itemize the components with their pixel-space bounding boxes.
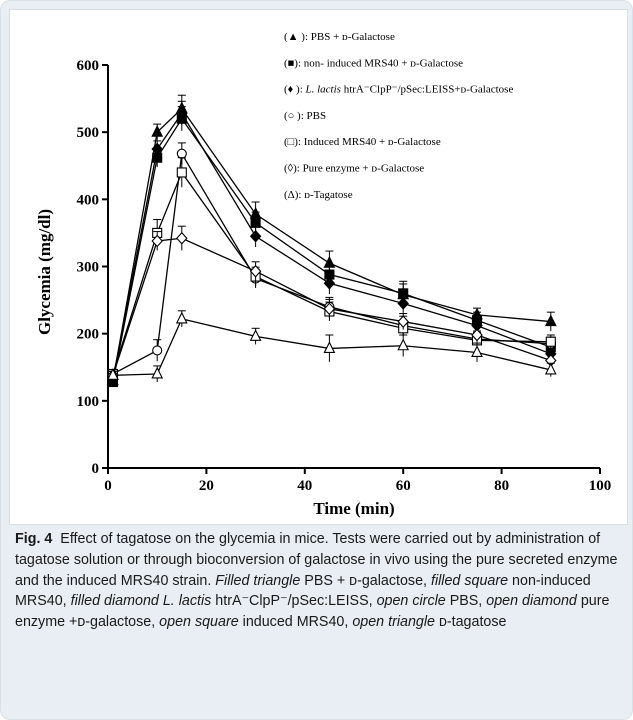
legend-text: (Δ):: [284, 189, 304, 201]
data-point-filled-diamond: [249, 229, 262, 243]
caption-part: PBS,: [445, 593, 487, 610]
data-point-open-triangle: [175, 311, 188, 324]
caption-part: htrA⁻ClpP⁻/pSec:LEISS,: [211, 593, 377, 610]
figure-caption: Fig. 4 Effect of tagatose on the glycemi…: [15, 529, 621, 633]
x-tick-label: 60: [396, 478, 411, 494]
chart-area: 0 100 200 300 400 500 600 0 20 40 60 80 100 (▲ ): PB…: [9, 9, 628, 525]
caption-part: open triangle: [352, 614, 435, 631]
legend-text: L. lactis: [305, 84, 341, 96]
legend-entry-open-triangle: (Δ): ᴅ-Tagatose: [284, 189, 353, 201]
legend-text: (□): Induced MRS40 +: [284, 136, 388, 148]
y-tick-label: 300: [77, 260, 100, 276]
legend-entry-open-circle: (○ ): PBS: [284, 110, 326, 122]
data-point-open-diamond: [176, 231, 188, 245]
y-tick-label: 400: [77, 192, 100, 208]
data-point-open-triangle: [544, 362, 557, 375]
legend-entry-filled-square: (■): non- induced MRS40 + ᴅ-Galactose: [284, 57, 463, 69]
series-open-triangle: [107, 310, 557, 383]
figure-number: Fig. 4: [15, 531, 53, 547]
caption-part: filled square: [430, 572, 509, 589]
series-line-filled-triangle: [112, 107, 551, 381]
axes: 0 100 200 300 400 500 600 0 20 40 60 80 100: [77, 58, 612, 494]
legend-text: htrA⁻ClpP⁻/pSec:LEISS+ᴅ-Galactose: [341, 84, 513, 96]
caption-part: non-induced MRS40,: [15, 572, 591, 610]
y-tick-label: 0: [92, 461, 100, 477]
data-point-open-circle: [152, 345, 163, 356]
data-point-open-triangle: [397, 338, 410, 351]
data-point-open-triangle: [151, 366, 164, 379]
series-line-filled-diamond: [112, 112, 552, 380]
glycemia-line-chart: 0 100 200 300 400 500 600 0 20 40 60 80 100 (▲ ): PB…: [35, 31, 612, 518]
y-tick-label: 100: [77, 394, 100, 410]
series-line-open-triangle: [112, 318, 551, 376]
data-point-open-diamond: [151, 234, 163, 248]
legend-text: (▲ ): PBS +: [284, 31, 342, 43]
series-filled-diamond: [107, 100, 557, 386]
caption-part: open diamond: [486, 593, 577, 610]
legend-entry-open-diamond: (◊): Pure enzyme + ᴅ-Galactose: [284, 163, 424, 175]
legend-text: (◊): Pure enzyme +: [284, 163, 371, 175]
x-axis-title: Time (min): [313, 499, 394, 518]
data-point-open-circle: [176, 148, 187, 159]
caption-part: PBS + ᴅ-galactose,: [300, 572, 431, 589]
legend-text: ᴅ-Galactose: [371, 163, 424, 175]
caption-part: Effect of tagatose on the glycemia in mi…: [15, 531, 618, 589]
y-axis-title: Glycemia (mg/dl): [35, 209, 54, 335]
y-tick-label: 600: [77, 58, 100, 74]
data-point-filled-diamond: [151, 142, 163, 156]
legend-entry-filled-triangle: (▲ ): PBS + ᴅ-Galactose: [284, 31, 395, 43]
series-line-filled-square: [112, 117, 552, 383]
caption-part: pure enzyme +ᴅ-galactose,: [15, 593, 610, 631]
x-tick-label: 0: [104, 478, 112, 494]
data-point-filled-triangle: [151, 124, 164, 137]
legend-text: (○ ): PBS: [284, 110, 326, 122]
data-point-filled-diamond: [397, 297, 409, 310]
y-tick-label: 200: [77, 327, 100, 343]
data-point-open-triangle: [323, 341, 336, 353]
data-point-open-diamond: [471, 328, 483, 342]
legend-text: (♦ ):: [284, 84, 306, 96]
x-tick-label: 80: [494, 478, 509, 494]
x-tick-label: 40: [297, 478, 312, 494]
caption-part: ᴅ-tagatose: [435, 614, 507, 631]
legend-text: ᴅ-Tagatose: [304, 189, 352, 201]
data-point-open-square: [545, 336, 556, 347]
data-point-filled-triangle: [544, 314, 557, 327]
caption-part: induced MRS40,: [238, 614, 353, 631]
caption-text: Effect of tagatose on the glycemia in mi…: [15, 531, 617, 630]
data-point-open-diamond: [249, 264, 262, 278]
data-point-filled-diamond: [323, 276, 336, 290]
legend-text: ᴅ-Galactose: [388, 136, 441, 148]
x-tick-label: 100: [589, 478, 612, 494]
caption-part: open circle: [376, 593, 446, 610]
legend-entry-filled-diamond: (♦ ): L. lactis htrA⁻ClpP⁻/pSec:LEISS+ᴅ-…: [284, 84, 513, 96]
data-point-open-diamond: [397, 315, 409, 328]
data-point-filled-diamond: [176, 107, 188, 120]
caption-part: Filled triangle: [215, 572, 301, 589]
caption-part: filled diamond L. lactis: [70, 593, 212, 610]
legend-entry-open-square: (□): Induced MRS40 + ᴅ-Galactose: [284, 136, 441, 148]
legend-text: (■): non- induced MRS40 +: [284, 57, 410, 69]
series-line-open-square: [112, 171, 551, 375]
data-point-open-diamond: [323, 302, 336, 316]
y-tick-label: 500: [77, 125, 100, 141]
series-filled-square: [107, 106, 556, 388]
series-line-open-circle: [112, 151, 551, 375]
data-point-open-triangle: [471, 345, 483, 358]
data-point-open-square: [176, 167, 187, 178]
data-point-open-triangle: [249, 329, 262, 341]
series-open-circle: [107, 142, 556, 380]
caption-part: open square: [159, 614, 239, 631]
legend-text: ᴅ-Galactose: [410, 57, 463, 69]
x-tick-label: 20: [199, 478, 214, 494]
legend: (▲ ): PBS + ᴅ-Galactose(■): non- induced…: [284, 31, 513, 201]
data-point-open-triangle: [107, 368, 119, 380]
series-layer: [107, 94, 557, 388]
legend-text: ᴅ-Galactose: [342, 31, 395, 43]
